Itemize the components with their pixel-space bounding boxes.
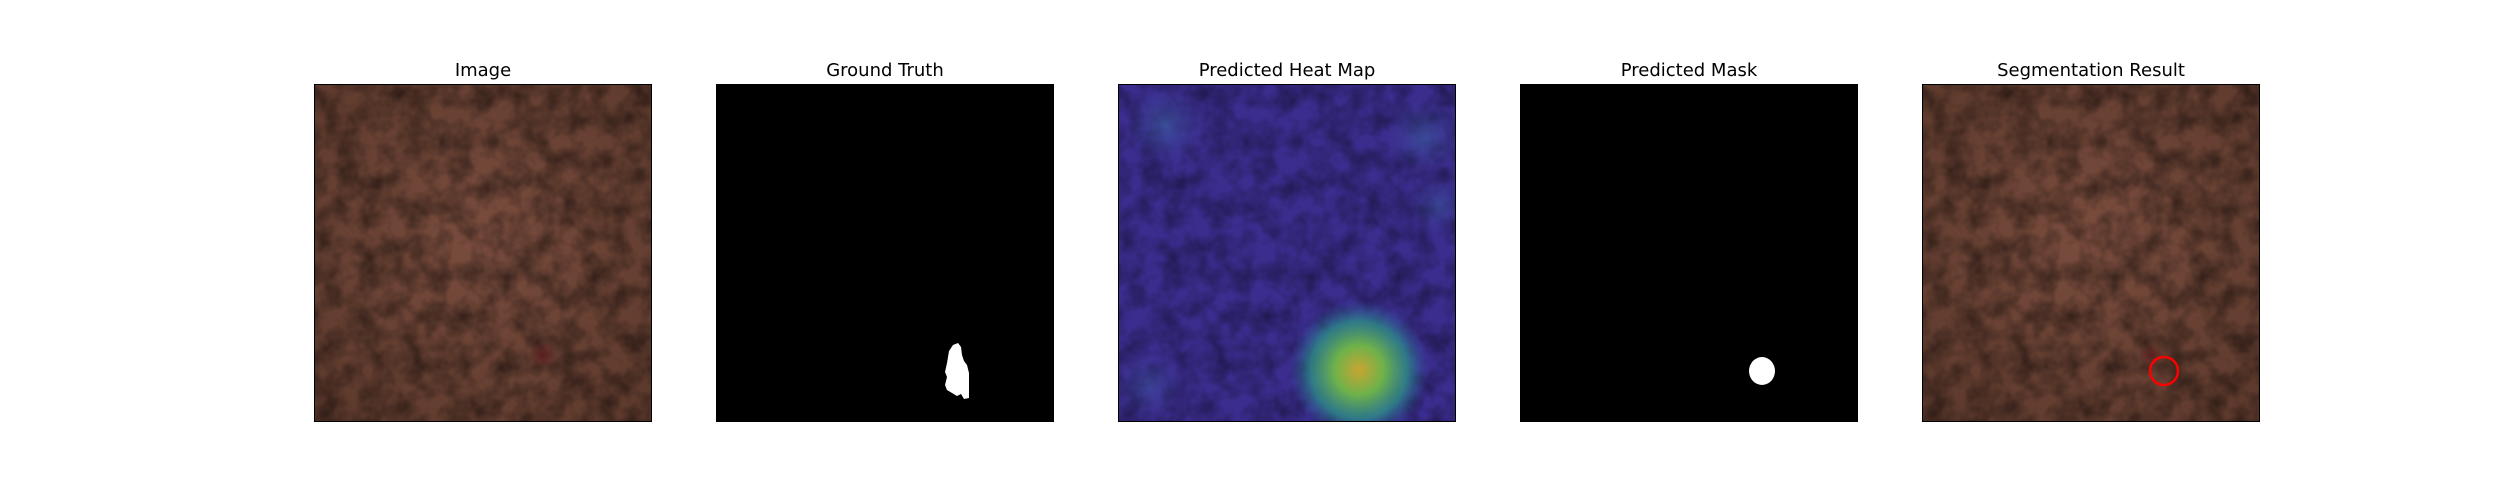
leather-image <box>314 84 652 422</box>
heat-map-image <box>1118 84 1456 422</box>
segmentation-result-image <box>1922 84 2260 422</box>
panel-ground-truth: Ground Truth <box>716 0 1054 500</box>
panel-image: Image <box>314 0 652 500</box>
ground-truth-region <box>945 343 969 399</box>
panel-title: Predicted Mask <box>1620 60 1758 81</box>
predicted-mask <box>1520 84 1858 422</box>
ground-truth-mask <box>716 84 1054 422</box>
panel-title: Ground Truth <box>826 60 944 81</box>
predicted-mask-region <box>1749 357 1775 385</box>
panel-title: Image <box>454 60 512 81</box>
panel-predicted-heat-map: Predicted Heat Map <box>1118 0 1456 500</box>
panel-predicted-mask: Predicted Mask <box>1520 0 1858 500</box>
panel-segmentation-result: Segmentation Result <box>1922 0 2260 500</box>
panel-title: Predicted Heat Map <box>1198 60 1376 81</box>
defect-spot <box>2139 343 2163 367</box>
segmentation-outline <box>2148 355 2180 387</box>
panel-title: Segmentation Result <box>1997 60 2185 81</box>
heat-hotspot <box>1289 300 1429 421</box>
defect-spot <box>529 341 557 369</box>
